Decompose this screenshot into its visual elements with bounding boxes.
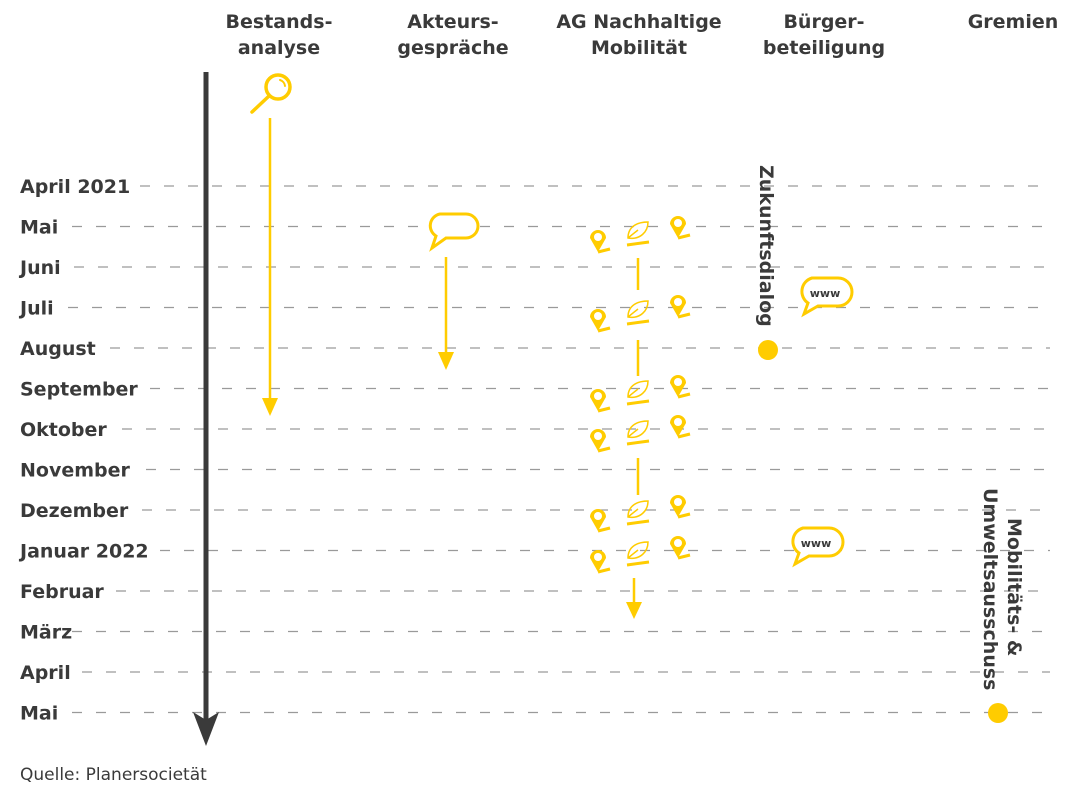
month-row: März [20, 622, 1050, 644]
zukunftsdialog-dot-icon [758, 340, 778, 360]
www-bubble-icon: www [791, 526, 845, 568]
map-pin-icon [590, 429, 611, 453]
ag-arrowhead [626, 602, 642, 619]
www-bubble-icon: www [800, 276, 854, 318]
magnifier-icon [250, 73, 292, 114]
time-axis [193, 72, 219, 746]
akteursgespraeche-arrow [438, 257, 454, 370]
map-pin-icon [670, 295, 691, 319]
leaf-icon [626, 420, 650, 446]
month-label: Oktober [20, 419, 107, 441]
header-bestandsanalyse-2: analyse [238, 37, 320, 59]
www-label: www [801, 537, 832, 550]
map-pin-icon [670, 495, 691, 519]
month-label: September [20, 379, 138, 401]
bestandsanalyse-arrow [262, 118, 278, 416]
header-gremien: Gremien [968, 11, 1059, 33]
header-ag-2: Mobilität [591, 37, 687, 59]
gremien-dot-icon [988, 703, 1008, 723]
month-label: Juli [18, 298, 54, 320]
map-pin-icon [670, 536, 691, 560]
month-row: Juli [18, 298, 1050, 320]
month-row: August [20, 338, 1050, 360]
month-row: September [20, 379, 1050, 401]
map-pin-icon [590, 509, 611, 533]
month-row: November [20, 460, 1050, 482]
month-label: Februar [20, 581, 104, 603]
map-pin-icon [590, 550, 611, 574]
gremien-label-2: Umweltsausschuss [979, 488, 1001, 690]
month-label: Juni [18, 257, 61, 279]
month-row: Februar [20, 581, 1050, 603]
map-pin-icon [590, 230, 611, 254]
month-row: Juni [18, 257, 1050, 279]
month-label: November [20, 460, 131, 482]
month-label: Mai [20, 703, 58, 725]
header-buergerbeteiligung-2: beteiligung [763, 37, 885, 59]
map-pin-icon [590, 309, 611, 333]
header-buergerbeteiligung-1: Bürger- [783, 11, 864, 33]
map-pin-icon [670, 216, 691, 240]
month-row: Mai [20, 703, 1050, 725]
map-pin-icon [670, 415, 691, 439]
month-row: Januar 2022 [18, 541, 1050, 563]
header-bestandsanalyse-1: Bestands- [226, 11, 333, 33]
month-row: April 2021 [20, 176, 1050, 198]
header-akteursgespraeche-1: Akteurs- [407, 11, 498, 33]
header-ag-1: AG Nachhaltige [556, 11, 721, 33]
speech-bubble-icon [428, 212, 480, 252]
month-row: Dezember [20, 500, 1050, 522]
map-pin-icon [590, 389, 611, 413]
map-pin-icon [670, 375, 691, 399]
month-label: August [20, 338, 96, 360]
leaf-icon [626, 300, 650, 326]
month-row: April [20, 662, 1050, 684]
month-label: April [20, 662, 71, 684]
month-label: Mai [20, 217, 58, 239]
gremien-label-1: Mobilitäts- & [1003, 518, 1025, 656]
month-row: Mai [20, 217, 1050, 239]
www-label: www [810, 287, 841, 300]
leaf-icon [626, 380, 650, 406]
month-label: Dezember [20, 500, 129, 522]
leaf-icon [626, 221, 650, 247]
header-akteursgespraeche-2: gespräche [397, 37, 508, 59]
leaf-icon [626, 500, 650, 526]
month-label: Januar 2022 [18, 541, 149, 563]
source-note: Quelle: Planersocietät [20, 765, 207, 785]
month-label: April 2021 [20, 176, 130, 198]
zukunftsdialog-label: Zukunftsdialog [755, 165, 777, 327]
leaf-icon [626, 541, 650, 567]
month-row: Oktober [20, 419, 1050, 441]
month-label: März [20, 622, 72, 644]
